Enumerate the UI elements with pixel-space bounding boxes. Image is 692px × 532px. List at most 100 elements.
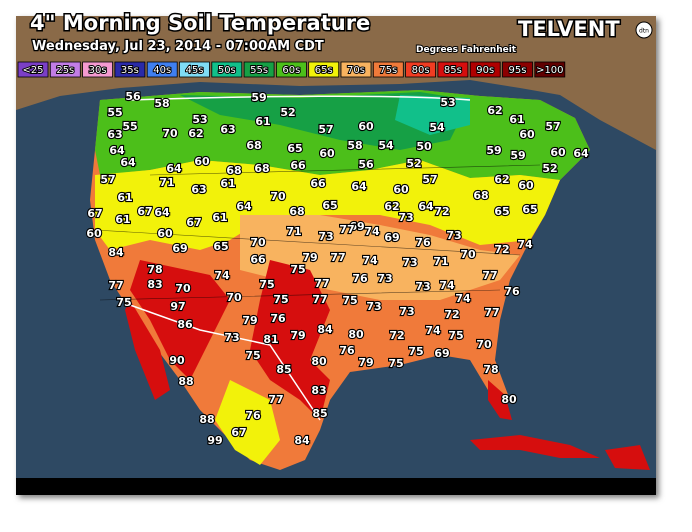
station-value: 66 — [250, 253, 266, 266]
legend-label: 40s — [153, 65, 171, 76]
cuba — [470, 435, 600, 458]
station-value: 75 — [408, 345, 423, 358]
station-value: 56 — [125, 90, 141, 103]
station-value: 64 — [166, 162, 182, 175]
station-value: 53 — [440, 96, 455, 109]
station-value: 64 — [154, 206, 170, 219]
station-value: 81 — [263, 333, 278, 346]
station-value: 65 — [322, 199, 337, 212]
station-value: 61 — [255, 115, 270, 128]
station-value: 62 — [494, 173, 509, 186]
station-value: 73 — [318, 230, 333, 243]
legend-swatch — [243, 61, 275, 78]
legend-swatch — [49, 61, 81, 78]
station-value: 72 — [444, 308, 459, 321]
station-value: 65 — [522, 203, 537, 216]
station-value: 74 — [425, 324, 441, 337]
station-value: 73 — [399, 305, 414, 318]
station-value: 61 — [212, 211, 227, 224]
station-value: 76 — [270, 312, 286, 325]
legend-swatch — [534, 61, 566, 78]
station-value: 57 — [545, 120, 560, 133]
station-value: 97 — [170, 300, 185, 313]
legend-label: 80s — [412, 65, 430, 76]
station-value: 64 — [351, 180, 367, 193]
station-value: 75 — [259, 278, 274, 291]
station-value: 77 — [484, 306, 499, 319]
station-value: 53 — [192, 113, 207, 126]
legend-label: 90s — [476, 65, 494, 76]
station-value: 65 — [287, 142, 302, 155]
station-value: 78 — [483, 363, 498, 376]
station-value: 67 — [87, 207, 102, 220]
station-value: 64 — [418, 200, 434, 213]
legend-label: 25s — [56, 65, 74, 76]
station-value: 74 — [455, 292, 471, 305]
hispaniola — [605, 445, 650, 470]
station-value: 77 — [314, 277, 329, 290]
station-value: 52 — [406, 157, 421, 170]
station-value: 75 — [342, 294, 357, 307]
station-value: 73 — [377, 272, 392, 285]
legend-label: 75s — [379, 65, 397, 76]
station-value: 83 — [147, 278, 162, 291]
station-value: 58 — [154, 97, 169, 110]
legend-label: <25 — [22, 65, 43, 76]
station-value: 60 — [358, 120, 374, 133]
station-value: 61 — [509, 113, 524, 126]
station-value: 64 — [573, 147, 589, 160]
station-value: 60 — [518, 179, 534, 192]
station-value: 84 — [108, 246, 124, 259]
station-value: 84 — [317, 323, 333, 336]
brand-mark-circle — [635, 21, 653, 39]
station-value: 90 — [169, 354, 185, 367]
legend-swatch — [437, 61, 469, 78]
legend-label: 70s — [347, 65, 365, 76]
legend-label: 85s — [444, 65, 462, 76]
station-value: 70 — [226, 291, 242, 304]
station-value: 76 — [245, 409, 261, 422]
state-lines — [94, 164, 541, 301]
legend-swatch — [82, 61, 113, 78]
station-value: 55 — [122, 120, 137, 133]
station-value: 70 — [460, 248, 476, 261]
station-value: 85 — [276, 363, 291, 376]
legend-label: 55s — [250, 65, 268, 76]
station-value: 84 — [294, 434, 310, 447]
legend-swatch — [340, 61, 372, 78]
legend-swatch — [308, 61, 340, 78]
station-value: 76 — [339, 344, 355, 357]
station-value: 75 — [290, 263, 305, 276]
station-value: 59 — [486, 144, 501, 157]
brand: TELVENT — [518, 17, 620, 41]
brand-mark: dtn — [639, 28, 649, 35]
station-value: 57 — [100, 173, 115, 186]
station-value: 55 — [107, 106, 122, 119]
legend-label: 45s — [186, 65, 204, 76]
station-value: 77 — [312, 293, 327, 306]
station-value: 86 — [177, 318, 193, 331]
station-value: 74 — [439, 279, 455, 292]
station-value: 63 — [107, 128, 122, 141]
legend: <25 25s 30s 35s 40s 45s 50s 55s 60s 65s 70s 75s 80s 8… — [17, 61, 566, 78]
border-lines — [129, 95, 471, 421]
station-value: 73 — [402, 256, 417, 269]
station-value: 80 — [311, 355, 327, 368]
legend-swatch — [405, 61, 437, 78]
station-value: 69 — [434, 347, 449, 360]
station-value: 67 — [231, 426, 246, 439]
station-value: 68 — [254, 162, 269, 175]
station-value: 61 — [220, 177, 235, 190]
station-value: 88 — [199, 413, 214, 426]
legend-swatch — [469, 61, 501, 78]
land-50s — [395, 95, 470, 135]
station-value: 73 — [224, 331, 239, 344]
station-value: 62 — [188, 127, 203, 140]
station-value: 75 — [388, 357, 403, 370]
land-65s — [95, 160, 560, 250]
station-value: 62 — [384, 200, 399, 213]
station-value: 76 — [415, 236, 431, 249]
station-value: 65 — [213, 240, 228, 253]
land-85s-west — [130, 260, 230, 380]
